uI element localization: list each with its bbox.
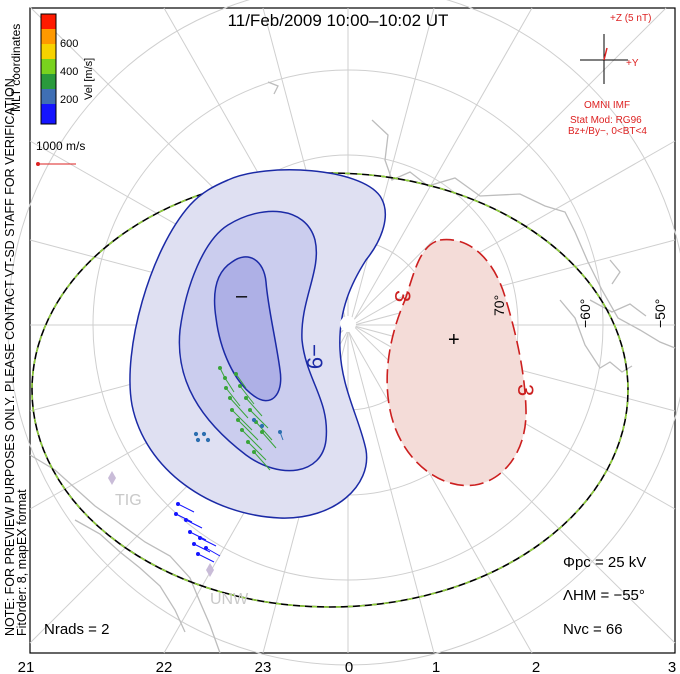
preview-watermark: NOTE: FOR PREVIEW PURPOSES ONLY. PLEASE … [3,75,17,636]
color-swatch [41,89,56,104]
coordinates-label: MLT coordinates [9,24,23,112]
page-title: 11/Feb/2009 10:00–10:02 UT [228,11,449,30]
imf-by-label: +Y [626,58,639,69]
imf-source: OMNI IMF [584,100,630,111]
station-label-unw: UNW [210,591,249,608]
color-swatch [41,59,56,74]
scale-axis-label: Vel [m/s] [83,58,95,100]
vector-key-dot [36,162,40,166]
mlt-label: 3 [668,659,676,674]
potential-max-marker: + [448,329,460,351]
color-swatch [41,44,56,59]
coastlines [29,81,676,654]
mlt-label: 0 [345,659,353,674]
positive-potential-cell [386,238,527,487]
station-marker-unw [206,563,214,577]
hm-boundary-dash [31,172,629,608]
scale-tick: 200 [60,94,78,106]
latitude-label-50: −50° [652,299,668,328]
imf-vector [603,47,608,61]
positive-contour-label-lower: 3 [513,384,538,396]
negative-contour-label: −9 [302,344,327,369]
mlt-label: 21 [18,659,35,674]
fit-order-note: FitOrder: 8, mapEX format [15,489,29,636]
scale-tick: 600 [60,38,78,50]
mlt-label: 22 [156,659,173,674]
color-bar-frame [40,13,57,125]
negative-potential-cell [129,169,387,519]
contour-inner [213,256,282,402]
potential-min-marker: – [236,285,248,307]
latitude-label-60: −60° [577,299,593,328]
imf-indicator: +Z (5 nT) +Y OMNI IMF Stat Mod: RG96 Bz+… [568,13,651,137]
color-swatch [41,14,56,29]
radar-count: Nrads = 2 [44,621,109,638]
cross-polar-potential: Φpc = 25 kV [563,554,646,571]
color-swatch [41,29,56,44]
velocity-color-scale: 600 400 200 Vel [m/s] [40,13,95,125]
pole-marker [340,316,356,332]
mlt-axis: 21 22 23 0 1 2 3 [18,659,677,674]
color-swatch [41,104,56,124]
vector-count: Nvc = 66 [563,621,623,638]
stat-model: Stat Mod: RG96 [570,115,642,126]
mlt-label: 23 [255,659,272,674]
station-marker-tig [108,471,116,485]
imf-bz-label: +Z (5 nT) [610,13,651,24]
latitude-label-70: 70° [491,295,507,316]
vector-key-label: 1000 m/s [36,139,85,153]
scale-tick: 400 [60,66,78,78]
radar-stations [108,471,214,577]
imf-condition: Bz+/By−, 0<BT<4 [568,126,647,137]
color-swatch [41,74,56,89]
station-label-tig: TIG [115,492,142,509]
mlt-label: 2 [532,659,540,674]
velocity-vectors [174,366,284,563]
positive-contour-label-upper: 3 [390,290,415,302]
heppner-maynard-boundary: ΛHM = −55° [563,587,645,604]
mlt-label: 1 [432,659,440,674]
